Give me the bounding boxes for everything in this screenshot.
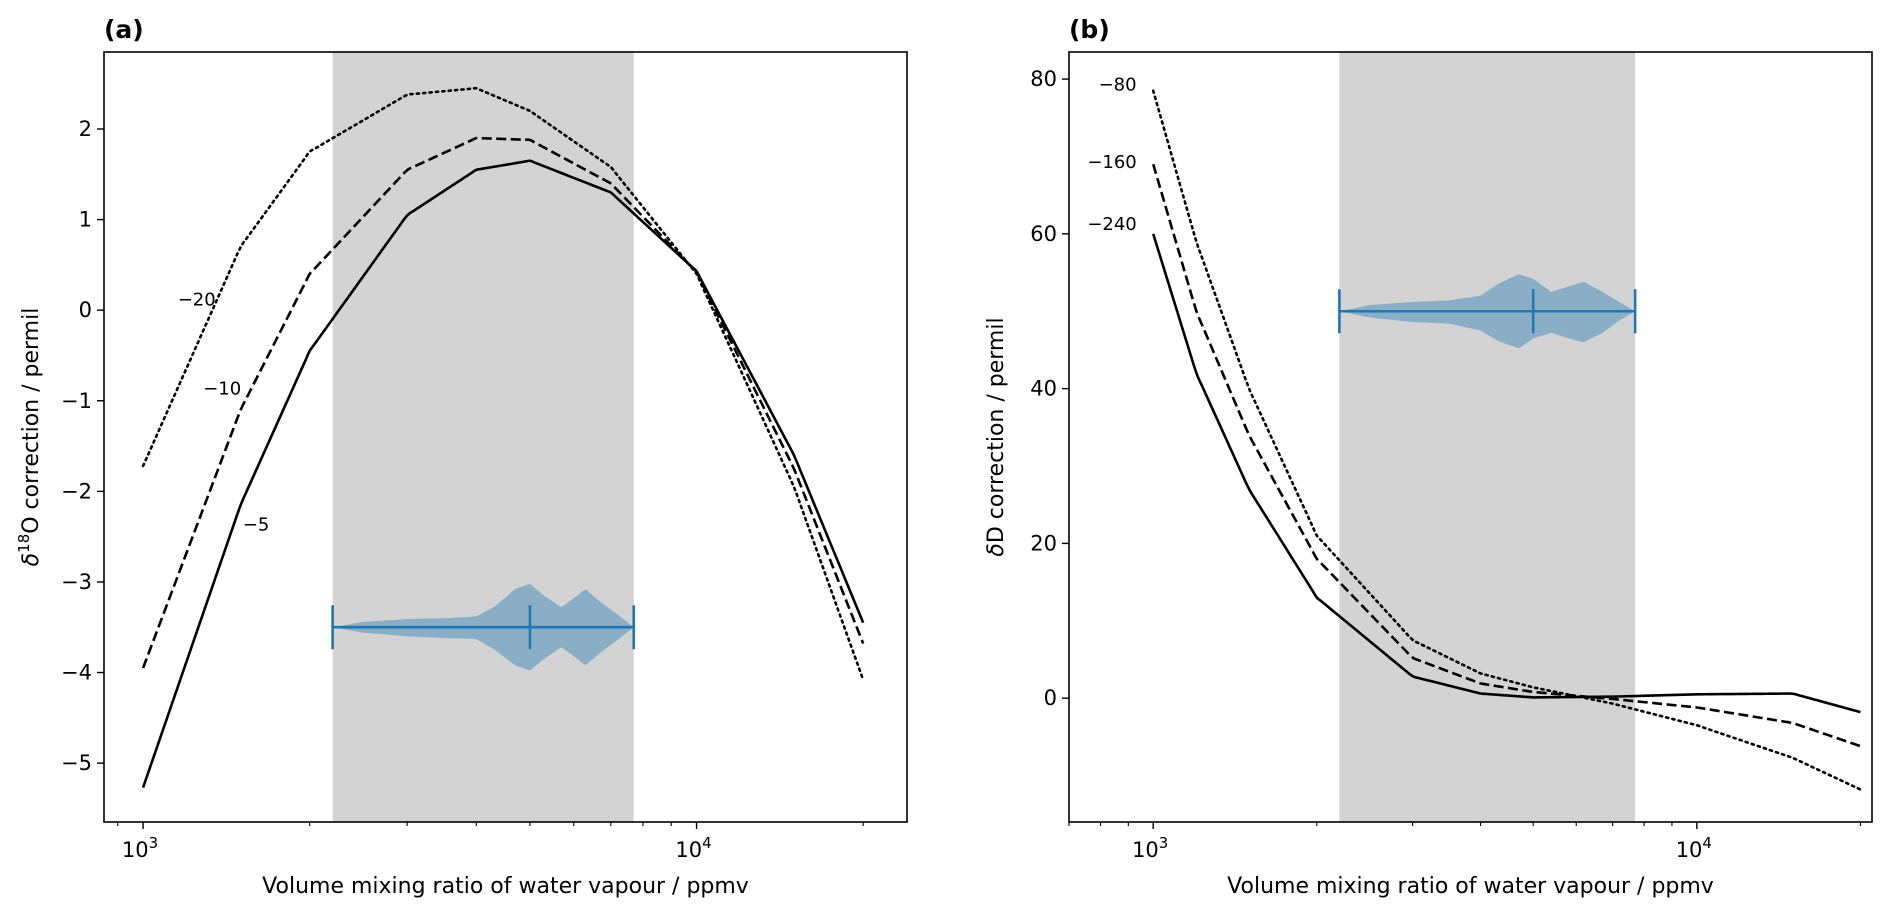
panel-b: 0 20 40 60 80 103 104 −80 −160 −240 Volume mixing … [984,15,1873,899]
curve-label: −240 [1087,214,1136,235]
x-axis-label: Volume mixing ratio of water vapour / pp… [262,874,749,899]
plot-area [1151,89,1862,791]
shaded-range [1339,52,1636,822]
y-axis-label: δD correction / permil [984,317,1009,556]
panel-label: (a) [104,15,144,44]
series-line-dashed [1151,163,1861,748]
y-tick-label: 1 [79,208,92,232]
axes-frame [1068,51,1873,823]
curve-label: −160 [1087,152,1136,173]
plot-area [141,86,865,789]
x-tick-label: 103 [122,834,158,862]
series-line-solid [1151,233,1861,714]
y-tick-label: −2 [61,479,92,503]
x-axis-label: Volume mixing ratio of water vapour / pp… [1227,874,1714,899]
y-tick-label: −3 [61,570,92,594]
series-line-dotted [141,86,865,682]
panel-label: (b) [1069,15,1110,44]
y-tick-label: 0 [79,298,92,322]
y-tick-label: 60 [1030,222,1057,246]
curve-label: −5 [243,514,270,535]
y-tick-label: 2 [79,117,92,141]
x-tick-label: 104 [1676,834,1712,862]
series-line-dotted [1151,89,1862,791]
curve-label: −10 [203,378,241,399]
y-tick-label: −1 [61,389,92,413]
y-tick-label: −4 [61,661,92,685]
y-tick-label: 80 [1030,67,1057,91]
x-tick-label: 104 [675,834,711,862]
y-axis-label: δ18O correction / permil [15,308,44,567]
curve-label: −80 [1099,75,1137,96]
axes-frame [103,51,908,823]
x-tick-label: 103 [1132,834,1168,862]
series-line-dashed [141,136,865,669]
curve-label: −20 [178,290,216,311]
y-tick-label: 0 [1044,686,1057,710]
y-tick-label: 20 [1030,531,1057,555]
y-tick-label: 40 [1030,377,1057,401]
y-tick-label: −5 [61,751,92,775]
series-line-solid [141,159,865,789]
